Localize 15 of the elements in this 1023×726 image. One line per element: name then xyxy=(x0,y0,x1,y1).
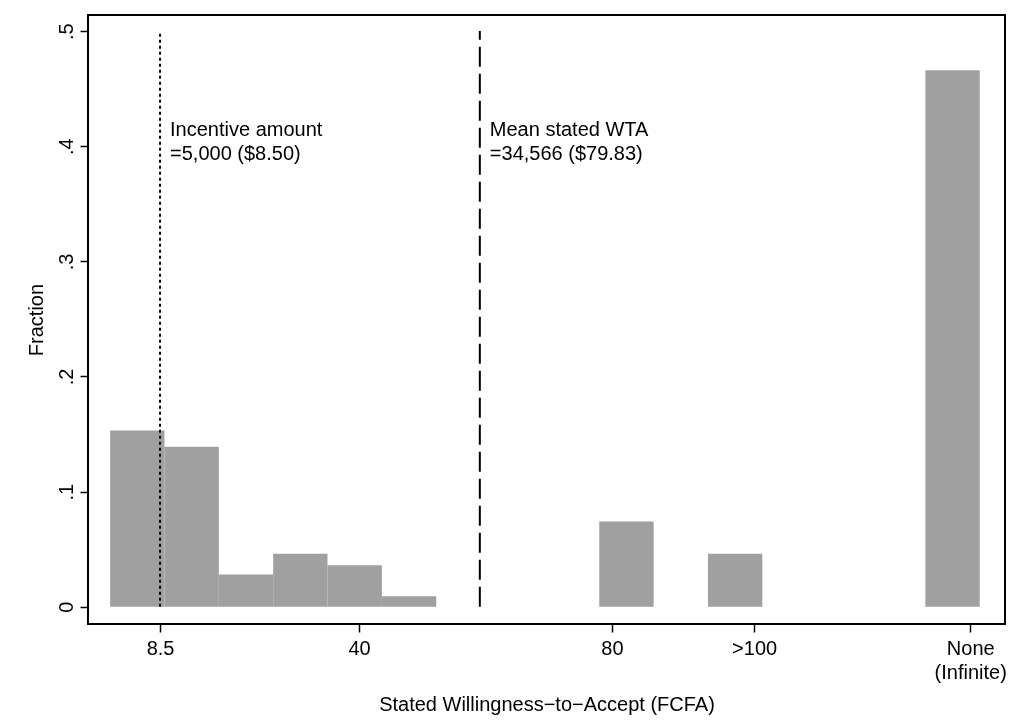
x-axis-title: Stated Willingness−to−Accept (FCFA) xyxy=(379,692,715,715)
y-tick-label: .2 xyxy=(54,368,77,386)
y-tick-label: .3 xyxy=(54,253,77,271)
y-tick-label: .4 xyxy=(54,138,77,156)
annotation: Mean stated WTA =34,566 ($79.83) xyxy=(489,118,650,164)
y-tick-label: 0 xyxy=(54,601,77,613)
x-tick-label: 8.5 xyxy=(146,636,175,659)
x-tick-label: >100 xyxy=(732,636,778,659)
y-axis-title: Fraction xyxy=(24,283,47,357)
x-tick-label: 80 xyxy=(601,636,624,659)
y-tick-label: .5 xyxy=(54,23,77,40)
x-tick-label: None (Infinite) xyxy=(934,636,1007,683)
annotation: Incentive amount =5,000 ($8.50) xyxy=(170,118,323,164)
x-tick-label: 40 xyxy=(348,636,371,659)
y-tick-label: .1 xyxy=(54,483,77,501)
